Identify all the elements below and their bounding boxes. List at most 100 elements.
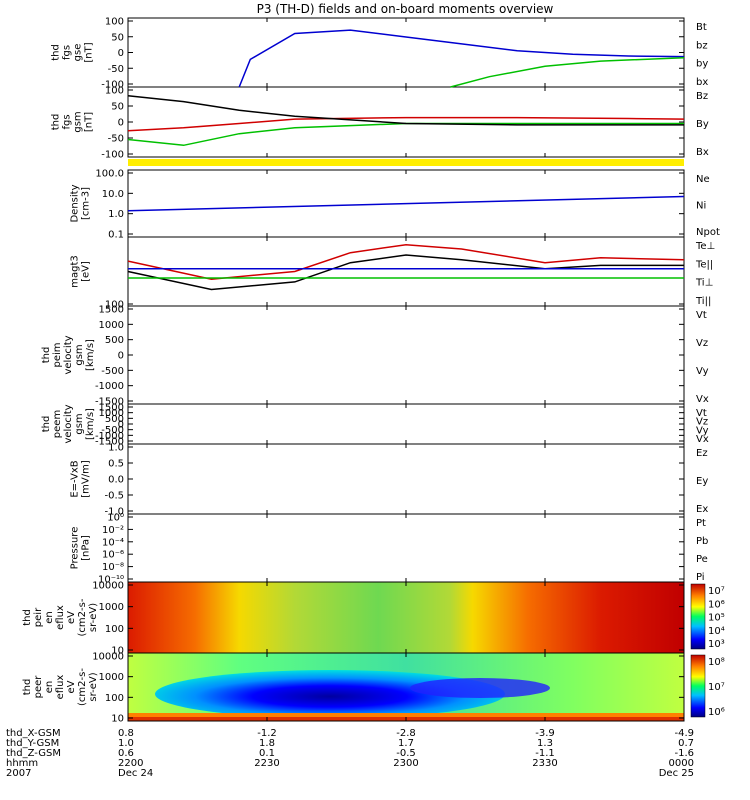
- panel-fgs_gse: 100 50 0 -50 -100 thdfgsgse[nT] Bt bz by bx: [51, 17, 709, 91]
- legend-bz: bz: [696, 40, 708, 51]
- legend-by: by: [696, 59, 708, 70]
- ephemeris-value: 1.3: [537, 738, 553, 749]
- series-Bx: [127, 95, 684, 126]
- ephemeris-value: -0.5: [396, 748, 416, 759]
- y-tick-label: 0.5: [108, 459, 124, 470]
- y-axis-label-line: peer: [33, 675, 44, 699]
- legend-Vy: Vy: [696, 366, 709, 377]
- legend-Vt: Vt: [696, 408, 707, 419]
- y-axis-label-line: velocity: [63, 335, 74, 374]
- y-axis-label: thdpeemvelocitygsm[km/s]: [41, 404, 96, 443]
- y-axis-label-line: velocity: [63, 404, 74, 443]
- legend-Vz: Vz: [696, 417, 708, 428]
- y-tick-label: 1000: [99, 408, 124, 419]
- y-axis-label-line: thd: [22, 679, 33, 696]
- panel-frame: [127, 86, 685, 158]
- y-axis-label-line: thd: [51, 44, 62, 61]
- y-tick-label: -500: [101, 425, 124, 436]
- ephemeris-value: 0.7: [678, 738, 694, 749]
- y-axis-label: thdpeirenefluxeV(cm2-s-sr-eV): [22, 598, 99, 636]
- series-Bz: [127, 116, 685, 132]
- legend-Te⊥: Te⊥: [695, 241, 715, 252]
- ephemeris-value: Dec 24: [118, 768, 153, 779]
- legend-Pe: Pe: [696, 554, 708, 565]
- y-tick-label: 10000: [92, 581, 124, 592]
- y-tick-label: -100: [101, 150, 124, 161]
- ephemeris-value: 0.6: [118, 748, 134, 759]
- legend-Bx: Bx: [696, 147, 709, 158]
- y-axis-label-line: [nT]: [84, 42, 95, 62]
- legend-Vt: Vt: [696, 310, 707, 321]
- y-axis-label-line: en: [44, 611, 55, 624]
- series-Te⊥: [127, 243, 685, 280]
- ephemeris-value: 2230: [254, 758, 279, 769]
- y-axis-label-line: [nT]: [84, 112, 95, 132]
- legend-Bz: Bz: [696, 91, 708, 102]
- colorbar: [690, 583, 706, 650]
- legend-Bt: Bt: [696, 22, 707, 33]
- ephemeris-value: 1.8: [259, 738, 275, 749]
- y-tick-label: 10: [111, 714, 124, 725]
- y-axis-label: thdpeimvelocitygsm[km/s]: [41, 335, 96, 374]
- y-tick-label: 1000: [99, 320, 124, 331]
- ephemeris-value: -2.8: [396, 728, 416, 739]
- y-tick-label: 10⁻⁴: [102, 537, 124, 548]
- ephemeris-value: 2330: [532, 758, 557, 769]
- y-axis-label: magt3[eV]: [70, 255, 92, 288]
- y-axis-label: thdpeerenefluxeV(cm2-s-sr-eV): [22, 668, 99, 706]
- y-axis-label-line: fgs: [62, 114, 73, 129]
- y-axis-label-line: gse: [73, 44, 84, 62]
- y-tick-label: 100.0: [95, 169, 124, 180]
- y-axis-label-line: magt3: [70, 255, 81, 288]
- y-tick-label: 500: [105, 335, 124, 346]
- y-tick-label: -1000: [95, 381, 124, 392]
- legend-bx: bx: [696, 77, 708, 88]
- y-axis-label-line: eV: [66, 680, 77, 693]
- series-Te||: [127, 254, 684, 291]
- series-lines: [127, 29, 685, 291]
- y-axis-label-line: fgs: [62, 45, 73, 60]
- series-bx: [238, 29, 685, 88]
- legend-Vz: Vz: [696, 338, 708, 349]
- panel-frame: [127, 513, 685, 583]
- y-axis-label-line: (cm2-s-: [77, 668, 88, 706]
- y-tick-label: -100: [101, 80, 124, 91]
- y-tick-label: 0: [118, 118, 124, 129]
- y-axis-label-line: peir: [33, 607, 44, 627]
- legend-Pb: Pb: [696, 536, 708, 547]
- y-axis-label-line: (cm2-s-: [77, 598, 88, 636]
- y-tick-label: 1000: [99, 602, 124, 613]
- ephemeris-value: 0000: [669, 758, 694, 769]
- y-tick-label: 100: [105, 624, 124, 635]
- panel-frame: [127, 443, 685, 515]
- y-tick-label: 1000: [99, 672, 124, 683]
- ephemeris-table: thd_X-GSM 0.8 -1.2 -2.8 -3.9 -4.9 thd_Y-GSM 1.0…: [6, 728, 694, 779]
- y-tick-label: 1500: [99, 403, 124, 414]
- series-Npot: [127, 195, 685, 212]
- y-axis-label: thdfgsgsm[nT]: [51, 111, 95, 132]
- y-tick-label: -0.5: [104, 491, 124, 502]
- colorbar-label: 10⁵: [708, 613, 725, 624]
- y-axis-label-line: Density: [70, 184, 81, 222]
- y-tick-label: 0.0: [108, 475, 124, 486]
- y-axis-label-line: [eV]: [81, 261, 92, 282]
- panel-frame: [127, 17, 685, 88]
- colorbar-label: 10⁸: [708, 657, 725, 668]
- ephemeris-row-label: thd_Y-GSM: [6, 738, 59, 749]
- y-axis-label-line: [km/s]: [85, 408, 96, 440]
- y-tick-label: 10⁰: [107, 513, 124, 524]
- figure-title: P3 (TH-D) fields and on-board moments ov…: [257, 2, 554, 16]
- y-tick-label: 1500: [99, 305, 124, 316]
- y-tick-label: 10⁻⁶: [102, 550, 124, 561]
- panel-frame: [127, 403, 685, 445]
- ephemeris-value: 0.8: [118, 728, 134, 739]
- y-tick-label: -500: [101, 366, 124, 377]
- y-axis-label-line: eV: [66, 611, 77, 624]
- ephemeris-row-label: thd_Z-GSM: [6, 748, 61, 759]
- legend-By: By: [696, 119, 709, 130]
- panel-peim_vel: 1500 1000 500 0 -500 -1000 -1500 thdpeimvelocit…: [41, 305, 709, 408]
- y-axis-label-line: sr-eV): [88, 672, 99, 701]
- colorbar-label: 10⁶: [708, 707, 725, 718]
- ephemeris-value: -4.9: [674, 728, 694, 739]
